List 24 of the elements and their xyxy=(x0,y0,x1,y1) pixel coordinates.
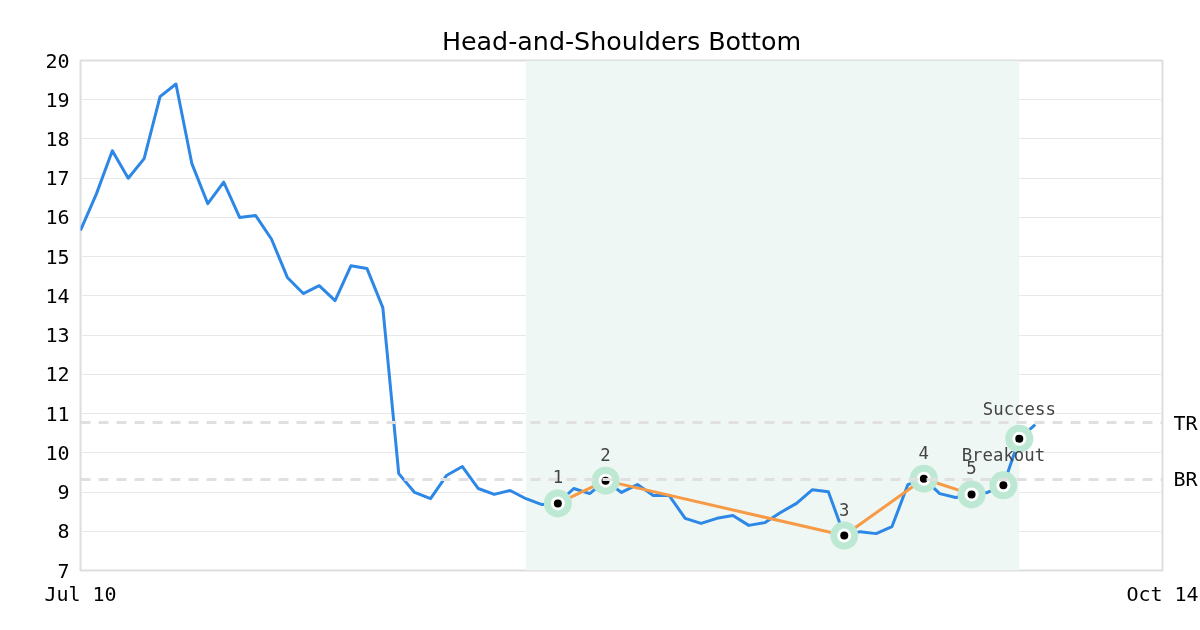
y-tick-label: 16 xyxy=(45,205,70,230)
y-tick-label: 11 xyxy=(45,401,70,426)
annotation: 4 xyxy=(918,442,930,463)
y-tick-label: 8 xyxy=(57,519,70,544)
y-tick-label: 18 xyxy=(45,126,70,151)
annotation: 2 xyxy=(600,444,611,465)
ref-line-label: BR xyxy=(1173,467,1199,492)
x-tick-label: Oct 14 xyxy=(1126,581,1199,606)
ref-line-label: TR xyxy=(1173,410,1199,435)
y-tick-label: 7 xyxy=(57,558,70,583)
y-tick-label: 12 xyxy=(45,362,70,387)
annotation: 3 xyxy=(839,499,850,520)
y-tick-label: 9 xyxy=(57,480,70,505)
y-tick-label: 20 xyxy=(45,48,70,73)
y-tick-label: 15 xyxy=(45,244,70,269)
x-tick-label: Jul 10 xyxy=(44,581,117,606)
chart-title: Head-and-Shoulders Bottom xyxy=(441,25,802,56)
annotation: 1 xyxy=(552,467,564,488)
y-tick-label: 10 xyxy=(45,440,70,465)
y-tick-label: 13 xyxy=(45,323,70,348)
y-tick-label: 17 xyxy=(45,166,70,191)
y-tick-label: 19 xyxy=(45,87,70,112)
annotation: Success xyxy=(982,398,1056,419)
y-tick-label: 14 xyxy=(45,283,70,308)
